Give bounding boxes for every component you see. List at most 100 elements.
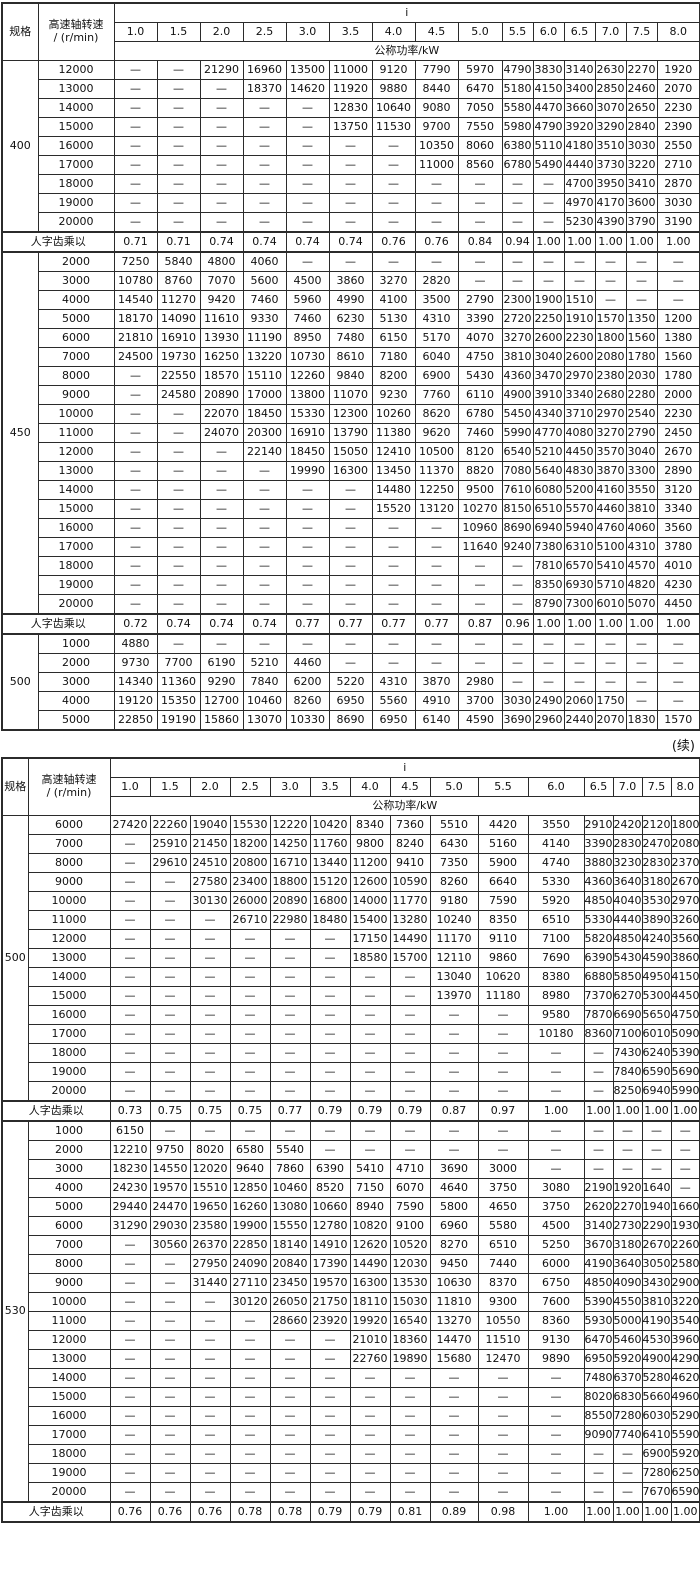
power-value-cell: 10820 bbox=[349, 1216, 391, 1236]
power-value-cell: 3040 bbox=[625, 442, 658, 462]
power-value-cell: 4820 bbox=[625, 575, 658, 595]
power-value-cell: 8620 bbox=[414, 404, 459, 424]
power-value-cell: — bbox=[229, 1024, 271, 1044]
power-value-cell: 6880 bbox=[583, 967, 614, 987]
speed-value-cell: 19000 bbox=[37, 575, 115, 595]
power-value-cell: 21750 bbox=[309, 1292, 351, 1312]
power-value-cell: 6940 bbox=[641, 1081, 672, 1102]
power-value-cell: — bbox=[149, 1368, 191, 1388]
power-value-cell: 8950 bbox=[285, 328, 330, 348]
power-value-cell: 3870 bbox=[414, 672, 459, 692]
power-value-cell: 3120 bbox=[656, 480, 700, 500]
table-row: 3000 10780 8760 7070 5600 4500 3860 3270 2820— — —… bbox=[2, 271, 700, 291]
power-value-cell: — bbox=[285, 174, 330, 194]
power-value-cell: 9100 bbox=[389, 1216, 431, 1236]
power-value-cell: 1900 bbox=[532, 290, 565, 310]
power-value-cell: 11000 bbox=[414, 155, 459, 175]
power-value-cell: 7150 bbox=[349, 1178, 391, 1198]
power-value-cell: 19920 bbox=[349, 1311, 391, 1331]
power-value-cell: — bbox=[328, 251, 373, 272]
power-value-cell: 6030 bbox=[641, 1406, 672, 1426]
factor-value-cell: 1.00 bbox=[563, 231, 596, 253]
power-value-cell: — bbox=[189, 1292, 231, 1312]
power-value-cell: — bbox=[349, 1406, 391, 1426]
power-value-cell: — bbox=[242, 117, 287, 137]
power-value-cell: 2980 bbox=[457, 672, 503, 692]
spec-cell: 530 bbox=[1, 1120, 29, 1503]
power-value-cell: 11180 bbox=[477, 986, 529, 1006]
speed-value-cell: 20000 bbox=[37, 212, 115, 233]
power-value-cell: 10270 bbox=[457, 499, 503, 519]
power-value-cell: 18480 bbox=[309, 910, 351, 930]
power-value-cell: 5990 bbox=[501, 423, 534, 443]
power-value-cell: — bbox=[389, 1062, 431, 1082]
power-value-cell: — bbox=[242, 98, 287, 118]
power-value-cell: — bbox=[670, 1120, 700, 1141]
power-value-cell: — bbox=[414, 537, 459, 557]
power-value-cell: 4180 bbox=[563, 136, 596, 156]
power-value-cell: 9410 bbox=[389, 853, 431, 873]
power-value-cell: 11760 bbox=[309, 834, 351, 854]
power-value-cell: — bbox=[242, 537, 287, 557]
power-value-cell: 6010 bbox=[641, 1024, 672, 1044]
power-value-cell: — bbox=[113, 366, 158, 386]
power-value-cell: 3230 bbox=[612, 853, 643, 873]
ratio-header-cell: 4.5 bbox=[414, 22, 459, 42]
table-row: 6000 21810 16910 13930 11190 8950 7480 6150 5170… bbox=[2, 328, 700, 348]
power-value-cell: — bbox=[242, 193, 287, 213]
power-value-cell: — bbox=[113, 385, 158, 405]
power-value-cell: 4900 bbox=[501, 385, 534, 405]
power-value-cell: — bbox=[563, 251, 596, 272]
power-value-cell: 16260 bbox=[229, 1197, 271, 1217]
power-value-cell: 7740 bbox=[612, 1425, 643, 1445]
power-value-cell: — bbox=[349, 1140, 391, 1160]
power-value-cell: 3570 bbox=[594, 442, 627, 462]
power-value-cell: — bbox=[532, 212, 565, 233]
power-value-cell: — bbox=[242, 212, 287, 233]
speed-value-cell: 17000 bbox=[27, 1024, 111, 1044]
power-value-cell: 1660 bbox=[670, 1197, 700, 1217]
power-value-cell: — bbox=[109, 872, 151, 892]
factor-label-cell: 人字齿乘以 bbox=[1, 231, 115, 253]
power-value-cell: — bbox=[371, 556, 416, 576]
power-value-cell: 4060 bbox=[242, 251, 287, 272]
power-value-cell: 26000 bbox=[229, 891, 271, 911]
power-value-cell: 3830 bbox=[532, 60, 565, 80]
ratio-header-cell: 7.0 bbox=[594, 22, 627, 42]
factor-value-cell: 0.79 bbox=[349, 1100, 391, 1122]
power-value-cell: 16910 bbox=[285, 423, 330, 443]
power-value-cell: 5490 bbox=[532, 155, 565, 175]
speed-value-cell: 9000 bbox=[27, 872, 111, 892]
power-value-cell: — bbox=[612, 1463, 643, 1483]
power-value-cell: 3560 bbox=[656, 518, 700, 538]
power-value-cell: — bbox=[328, 537, 373, 557]
power-value-cell: — bbox=[156, 212, 201, 233]
power-value-cell: 3270 bbox=[371, 271, 416, 291]
factor-value-cell: 1.00 bbox=[670, 1501, 700, 1523]
factor-value-cell: 0.74 bbox=[242, 613, 287, 635]
power-value-cell: — bbox=[229, 1349, 271, 1369]
power-value-cell: 8120 bbox=[457, 442, 503, 462]
ratio-header-cell: 3.0 bbox=[269, 777, 311, 797]
power-value-cell: — bbox=[429, 1425, 479, 1445]
speed-header: 高速轴转速 / (r/min) bbox=[27, 757, 111, 816]
power-value-cell: 1350 bbox=[625, 309, 658, 329]
ratio-header-cell: 4.0 bbox=[371, 22, 416, 42]
power-value-cell: — bbox=[477, 1005, 529, 1025]
speed-value-cell: 4000 bbox=[37, 290, 115, 310]
power-value-cell: 11530 bbox=[371, 117, 416, 137]
power-value-cell: 12850 bbox=[229, 1178, 271, 1198]
power-value-cell: 11360 bbox=[156, 672, 201, 692]
power-value-cell: 7480 bbox=[583, 1368, 614, 1388]
power-value-cell: 13440 bbox=[309, 853, 351, 873]
power-value-cell: — bbox=[189, 1024, 231, 1044]
power-value-cell: — bbox=[309, 1024, 351, 1044]
power-value-cell: 4750 bbox=[670, 1005, 700, 1025]
power-value-cell: 5280 bbox=[641, 1368, 672, 1388]
speed-value-cell: 13000 bbox=[37, 461, 115, 481]
power-value-cell: — bbox=[269, 1330, 311, 1350]
power-value-cell: 5900 bbox=[477, 853, 529, 873]
power-value-cell: — bbox=[457, 633, 503, 654]
power-value-cell: 1830 bbox=[625, 710, 658, 731]
power-value-cell: 29440 bbox=[109, 1197, 151, 1217]
